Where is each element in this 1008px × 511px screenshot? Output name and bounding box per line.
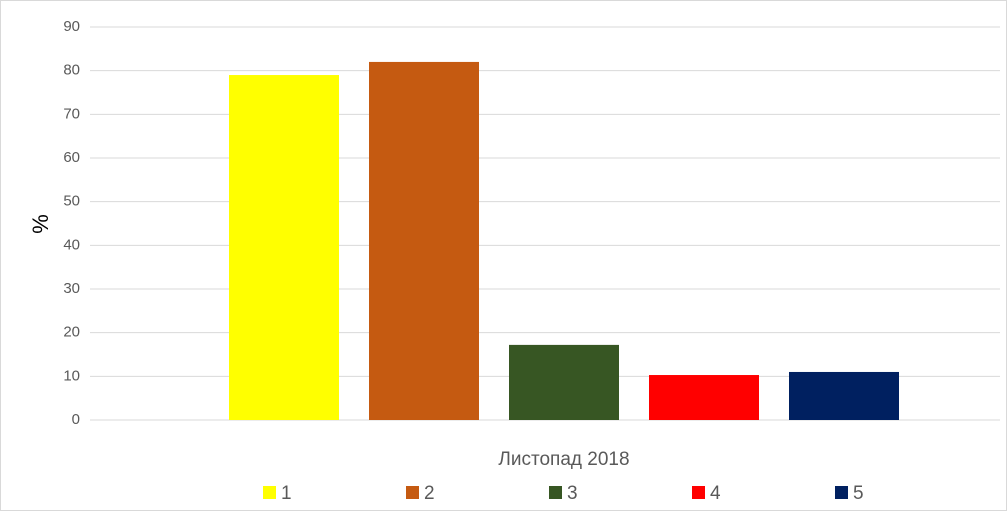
legend-label: 3 xyxy=(567,483,578,504)
y-tick-label: 10 xyxy=(63,367,80,384)
y-tick-label: 70 xyxy=(63,105,80,122)
bar xyxy=(369,61,479,420)
bar xyxy=(509,344,619,420)
y-tick-label: 50 xyxy=(63,193,80,210)
y-tick-label: 0 xyxy=(72,411,80,428)
y-tick-label: 30 xyxy=(63,280,80,297)
legend-label: 2 xyxy=(424,483,435,504)
bar xyxy=(229,75,339,421)
y-tick-label: 60 xyxy=(63,149,80,166)
legend-swatch xyxy=(263,486,276,499)
y-tick-label: 40 xyxy=(63,236,80,253)
y-tick-label: 90 xyxy=(63,18,80,35)
y-axis-label: % xyxy=(28,214,53,234)
legend-swatch xyxy=(835,486,848,499)
bar xyxy=(789,371,899,420)
legend-label: 5 xyxy=(853,483,864,504)
y-tick-label: 80 xyxy=(63,62,80,79)
legend-label: 1 xyxy=(281,483,292,504)
x-tick-label: Листопад 2018 xyxy=(498,449,629,470)
legend-swatch xyxy=(549,486,562,499)
legend-label: 4 xyxy=(710,483,721,504)
bar xyxy=(649,375,759,420)
y-tick-label: 20 xyxy=(63,324,80,341)
legend-swatch xyxy=(406,486,419,499)
legend-swatch xyxy=(692,486,705,499)
